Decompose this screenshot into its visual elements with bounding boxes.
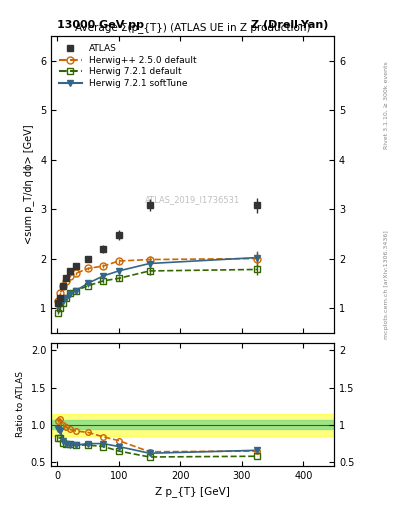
- Text: Z (Drell-Yan): Z (Drell-Yan): [251, 20, 329, 30]
- Title: Average Σ(p_{T}) (ATLAS UE in Z production): Average Σ(p_{T}) (ATLAS UE in Z producti…: [75, 23, 310, 33]
- Bar: [51, 420, 334, 430]
- Text: mcplots.cern.ch [arXiv:1306.3436]: mcplots.cern.ch [arXiv:1306.3436]: [384, 230, 389, 339]
- X-axis label: Z p_{T} [GeV]: Z p_{T} [GeV]: [155, 486, 230, 497]
- Legend: ATLAS, Herwig++ 2.5.0 default, Herwig 7.2.1 default, Herwig 7.2.1 softTune: ATLAS, Herwig++ 2.5.0 default, Herwig 7.…: [55, 40, 200, 92]
- Y-axis label: <sum p_T/dη dϕ> [GeV]: <sum p_T/dη dϕ> [GeV]: [24, 124, 35, 244]
- Bar: [51, 414, 334, 436]
- Text: Rivet 3.1.10, ≥ 300k events: Rivet 3.1.10, ≥ 300k events: [384, 61, 389, 149]
- Y-axis label: Ratio to ATLAS: Ratio to ATLAS: [16, 372, 25, 437]
- Text: 13000 GeV pp: 13000 GeV pp: [57, 20, 144, 30]
- Text: ATLAS_2019_I1736531: ATLAS_2019_I1736531: [145, 195, 240, 204]
